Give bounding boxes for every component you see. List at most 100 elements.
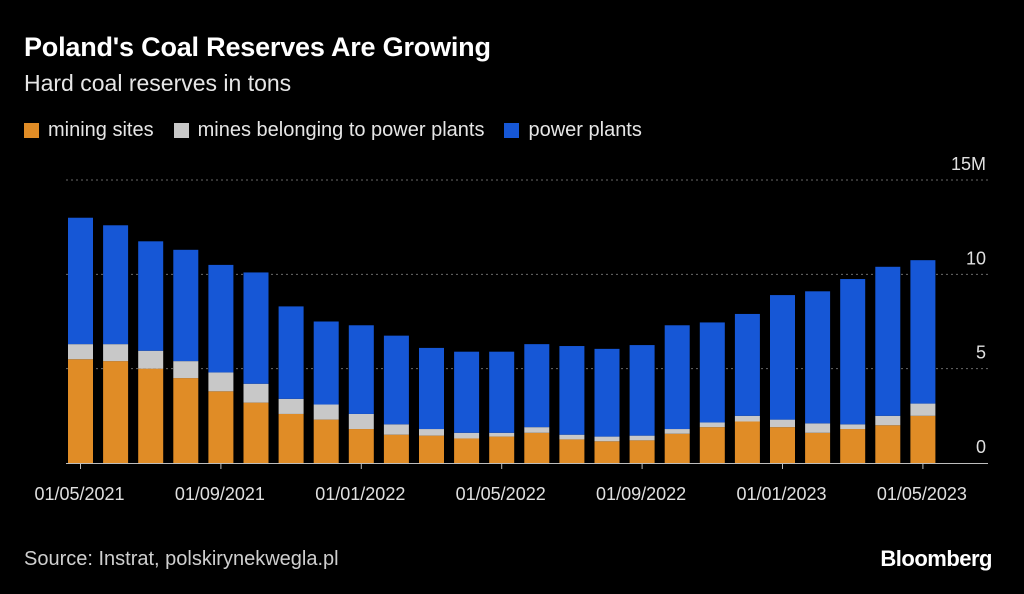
bar-segment-power-plant-mines (419, 429, 444, 436)
x-tick-label: 01/09/2022 (596, 484, 686, 504)
bar-segment-power-plant-mines (699, 422, 725, 428)
legend-swatch-power-plant-mines (173, 123, 189, 138)
bloomberg-logo: Bloomberg (880, 546, 992, 571)
bar-segment-power-plant-mines (208, 372, 234, 392)
y-tick-label: 10 (966, 248, 986, 268)
legend: mining sites mines belonging to power pl… (24, 119, 642, 142)
bar-segment-mining-sites (524, 432, 550, 463)
bar-segment-power-plant-mines (103, 344, 129, 362)
bar-segment-mining-sites (840, 429, 866, 463)
bar-segment-mining-sites (594, 441, 620, 463)
bar-segment-power-plant-mines (68, 344, 93, 360)
source-note: Source: Instrat, polskirynekwegla.pl (24, 548, 339, 570)
bar-segment-power-plants (699, 322, 725, 423)
bar-segment-power-plants (594, 348, 620, 437)
bar-segment-power-plants (243, 272, 269, 384)
bar-segment-mining-sites (208, 391, 234, 463)
bar-segment-mining-sites (559, 439, 585, 463)
bar-segment-mining-sites (68, 359, 93, 463)
bar-segment-power-plant-mines (910, 403, 936, 416)
bar-segment-power-plants (875, 266, 901, 416)
x-tick-label: 01/05/2022 (456, 484, 546, 504)
legend-label-power-plants: power plants (528, 119, 642, 141)
bar-segment-power-plants (138, 241, 164, 351)
bar-segment-mining-sites (348, 429, 374, 463)
bar-segment-power-plants (489, 351, 515, 433)
bar-segment-mining-sites (313, 419, 339, 463)
bar-segment-mining-sites (664, 433, 690, 463)
bar-segment-mining-sites (103, 361, 129, 463)
bar-segment-power-plant-mines (454, 432, 480, 439)
bar-segment-power-plants (734, 313, 760, 416)
y-tick-label: 0 (976, 437, 986, 457)
bar-segment-power-plant-mines (348, 413, 374, 430)
bar-segment-mining-sites (734, 421, 760, 463)
bar-segment-mining-sites (138, 368, 164, 463)
y-tick-label: 5 (976, 343, 986, 363)
bar-segment-power-plant-mines (770, 419, 795, 428)
bar-segment-power-plants (68, 217, 93, 345)
bar-segment-power-plants (559, 346, 585, 435)
legend-label-power-plant-mines: mines belonging to power plants (197, 119, 485, 141)
bar-segment-power-plant-mines (489, 432, 515, 437)
bar-segment-power-plant-mines (313, 404, 339, 420)
chart-title: Poland's Coal Reserves Are Growing (24, 32, 491, 62)
bar-segment-power-plant-mines (138, 350, 164, 369)
bar-segment-mining-sites (173, 378, 199, 463)
bar-segment-power-plant-mines (664, 429, 690, 434)
bar-segment-mining-sites (699, 427, 725, 463)
bar-segment-power-plants (629, 345, 655, 436)
chart-subtitle: Hard coal reserves in tons (24, 70, 292, 96)
x-tick-label: 01/01/2023 (736, 484, 826, 504)
bar-segment-power-plant-mines (559, 434, 585, 440)
x-tick-label: 01/01/2022 (315, 484, 405, 504)
bar-segment-power-plants (208, 264, 234, 373)
bar-segment-power-plants (770, 295, 795, 420)
bar-segment-power-plant-mines (805, 423, 831, 433)
bar-segment-power-plants (805, 291, 831, 424)
bar-segment-power-plants (173, 249, 199, 362)
x-tick-label: 01/05/2021 (34, 484, 124, 504)
bar-segment-mining-sites (910, 415, 936, 463)
bar-segment-power-plants (383, 335, 409, 425)
bar-segment-power-plant-mines (524, 427, 550, 433)
y-tick-label: 15M (951, 154, 986, 174)
bar-segment-power-plant-mines (594, 436, 620, 442)
bar-segment-power-plants (840, 279, 866, 425)
bar-segment-power-plant-mines (629, 435, 655, 441)
bar-segment-mining-sites (629, 440, 655, 463)
legend-label-mining-sites: mining sites (48, 119, 154, 141)
bar-segment-power-plants (278, 306, 304, 399)
bar-segment-power-plant-mines (875, 415, 901, 426)
bar-segment-power-plants (910, 260, 936, 404)
legend-swatch-power-plants (504, 123, 520, 138)
bar-segment-mining-sites (770, 427, 795, 463)
legend-swatch-mining-sites (24, 123, 39, 138)
bar-segment-mining-sites (875, 425, 901, 463)
bar-segment-mining-sites (419, 435, 444, 463)
bar-segment-power-plants (419, 347, 444, 430)
legend-item-power-plants: power plants (504, 119, 642, 142)
bar-segment-power-plant-mines (840, 424, 866, 430)
bar-segment-mining-sites (805, 432, 831, 463)
bar-segment-power-plants (103, 225, 129, 345)
x-tick-label: 01/09/2021 (175, 484, 265, 504)
legend-item-power-plant-mines: mines belonging to power plants (173, 119, 485, 142)
bar-segment-power-plant-mines (243, 383, 269, 403)
bar-segment-power-plant-mines (383, 424, 409, 435)
bar-segment-power-plants (454, 351, 480, 433)
bar-segment-power-plants (524, 344, 550, 428)
bar-segment-mining-sites (489, 436, 515, 463)
bar-segment-power-plant-mines (734, 415, 760, 422)
bar-segment-power-plant-mines (173, 361, 199, 379)
bar-segment-power-plants (348, 325, 374, 414)
bar-segment-mining-sites (454, 438, 480, 463)
bar-segment-mining-sites (383, 434, 409, 463)
bar-segment-mining-sites (243, 402, 269, 463)
bar-segment-power-plants (313, 321, 339, 405)
bar-segment-power-plant-mines (278, 398, 304, 414)
legend-item-mining-sites: mining sites (24, 119, 154, 142)
x-tick-label: 01/05/2023 (877, 484, 967, 504)
bar-segment-mining-sites (278, 413, 304, 463)
